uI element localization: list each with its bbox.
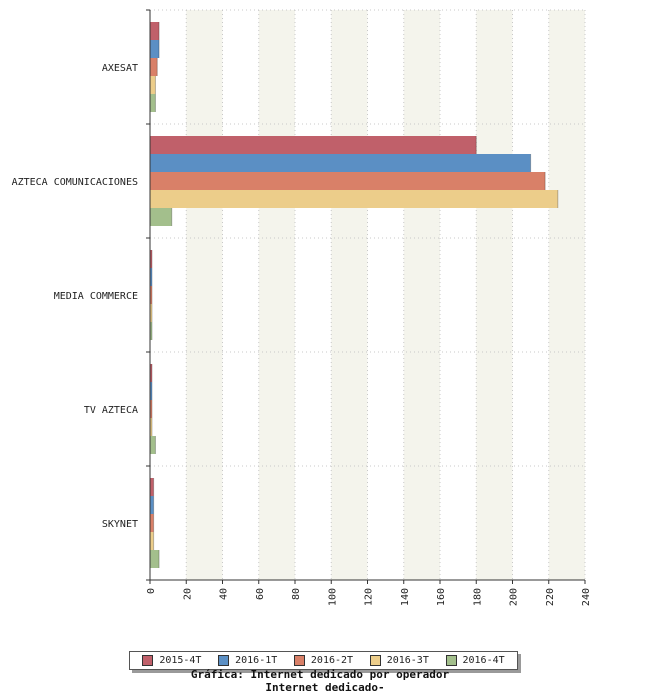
chart-subtitle: Internet dedicado-: [265, 681, 385, 694]
legend-swatch: [142, 655, 154, 666]
legend-label: 2016-4T: [462, 655, 505, 666]
plot-band: [295, 10, 332, 580]
bar-chart: 0 20 40 60 80 100 120 140 160 180 200 220 240 AXESAT…: [12, 9, 592, 606]
bar: [150, 190, 558, 208]
x-tick-label: 20: [182, 588, 193, 600]
bar: [150, 364, 152, 382]
x-tick-label: 200: [509, 588, 520, 606]
plot-band: [150, 10, 187, 580]
x-tick-label: 220: [545, 588, 556, 606]
bar: [150, 22, 160, 40]
plot-band: [512, 10, 549, 580]
legend-item-2016-2t: 2016-2T: [293, 655, 354, 666]
x-tick-label: 60: [255, 588, 266, 600]
x-tick-label: 240: [581, 588, 592, 606]
plot-band: [222, 10, 259, 580]
legend-label: 2016-1T: [235, 655, 278, 666]
plot-band: [186, 10, 223, 580]
legend-swatch: [369, 655, 381, 666]
bar: [150, 250, 152, 268]
bar: [150, 94, 156, 112]
plot-band: [403, 10, 440, 580]
bar: [150, 322, 152, 340]
legend-swatch: [218, 655, 230, 666]
x-tick-label: 120: [364, 588, 375, 606]
bar: [150, 268, 152, 286]
y-category-label: TV AZTECA: [84, 405, 138, 416]
y-category-label: AZTECA COMUNICACIONES: [12, 177, 138, 188]
bar: [150, 418, 152, 436]
bar: [150, 76, 156, 94]
x-tick-label: 0: [146, 588, 157, 594]
grid-lines: [150, 9, 586, 580]
y-category-label: MEDIA COMMERCE: [54, 291, 138, 302]
bar: [150, 208, 172, 226]
x-tick-label: 180: [472, 588, 483, 606]
y-category-label: SKYNET: [102, 519, 138, 530]
bars: [150, 22, 559, 568]
legend-item-2016-4t: 2016-4T: [445, 655, 505, 666]
bar: [150, 436, 156, 454]
plot-band: [367, 10, 404, 580]
bar: [150, 532, 154, 550]
bar: [150, 304, 152, 322]
plot-band: [440, 10, 477, 580]
bar: [150, 58, 158, 76]
legend-item-2015-4t: 2015-4T: [142, 655, 201, 666]
bar: [150, 514, 154, 532]
x-tick-label: 160: [436, 588, 447, 606]
legend-item-2016-3t: 2016-3T: [369, 655, 429, 666]
x-tick-label: 140: [400, 588, 411, 606]
legend-swatch: [293, 655, 305, 666]
bar: [150, 154, 531, 172]
bar: [150, 382, 152, 400]
plot-band: [476, 10, 513, 580]
x-tick-label: 40: [219, 588, 230, 600]
plot-band: [331, 10, 368, 580]
legend-label: 2016-3T: [386, 655, 429, 666]
legend-label: 2015-4T: [159, 655, 202, 666]
y-category-label: AXESAT: [102, 63, 138, 74]
plot-band: [548, 10, 585, 580]
bar: [150, 550, 160, 568]
x-tick-label: 100: [327, 588, 338, 606]
plot-background-bands: [150, 10, 585, 580]
bar: [150, 136, 477, 154]
bar: [150, 496, 154, 514]
bar: [150, 172, 546, 190]
bar: [150, 478, 154, 496]
x-tick-label: 80: [291, 588, 302, 600]
bar: [150, 40, 160, 58]
chart-title: Gráfica: Internet dedicado por operador: [190, 668, 450, 681]
legend-swatch: [445, 655, 457, 666]
axes: [146, 9, 586, 584]
legend-item-2016-1t: 2016-1T: [218, 655, 277, 666]
x-tick-labels: 0 20 40 60 80 100 120 140 160 180 200 220 240: [146, 588, 592, 606]
bar: [150, 286, 152, 304]
legend-label: 2016-2T: [310, 655, 354, 666]
bar: [150, 400, 152, 418]
y-category-labels: AXESAT AZTECA COMUNICACIONES MEDIA COMMERC…: [12, 63, 138, 530]
plot-band: [258, 10, 295, 580]
legend: 2015-4T 2016-1T 2016-2T 2016-3T 2016-4T: [129, 651, 518, 670]
